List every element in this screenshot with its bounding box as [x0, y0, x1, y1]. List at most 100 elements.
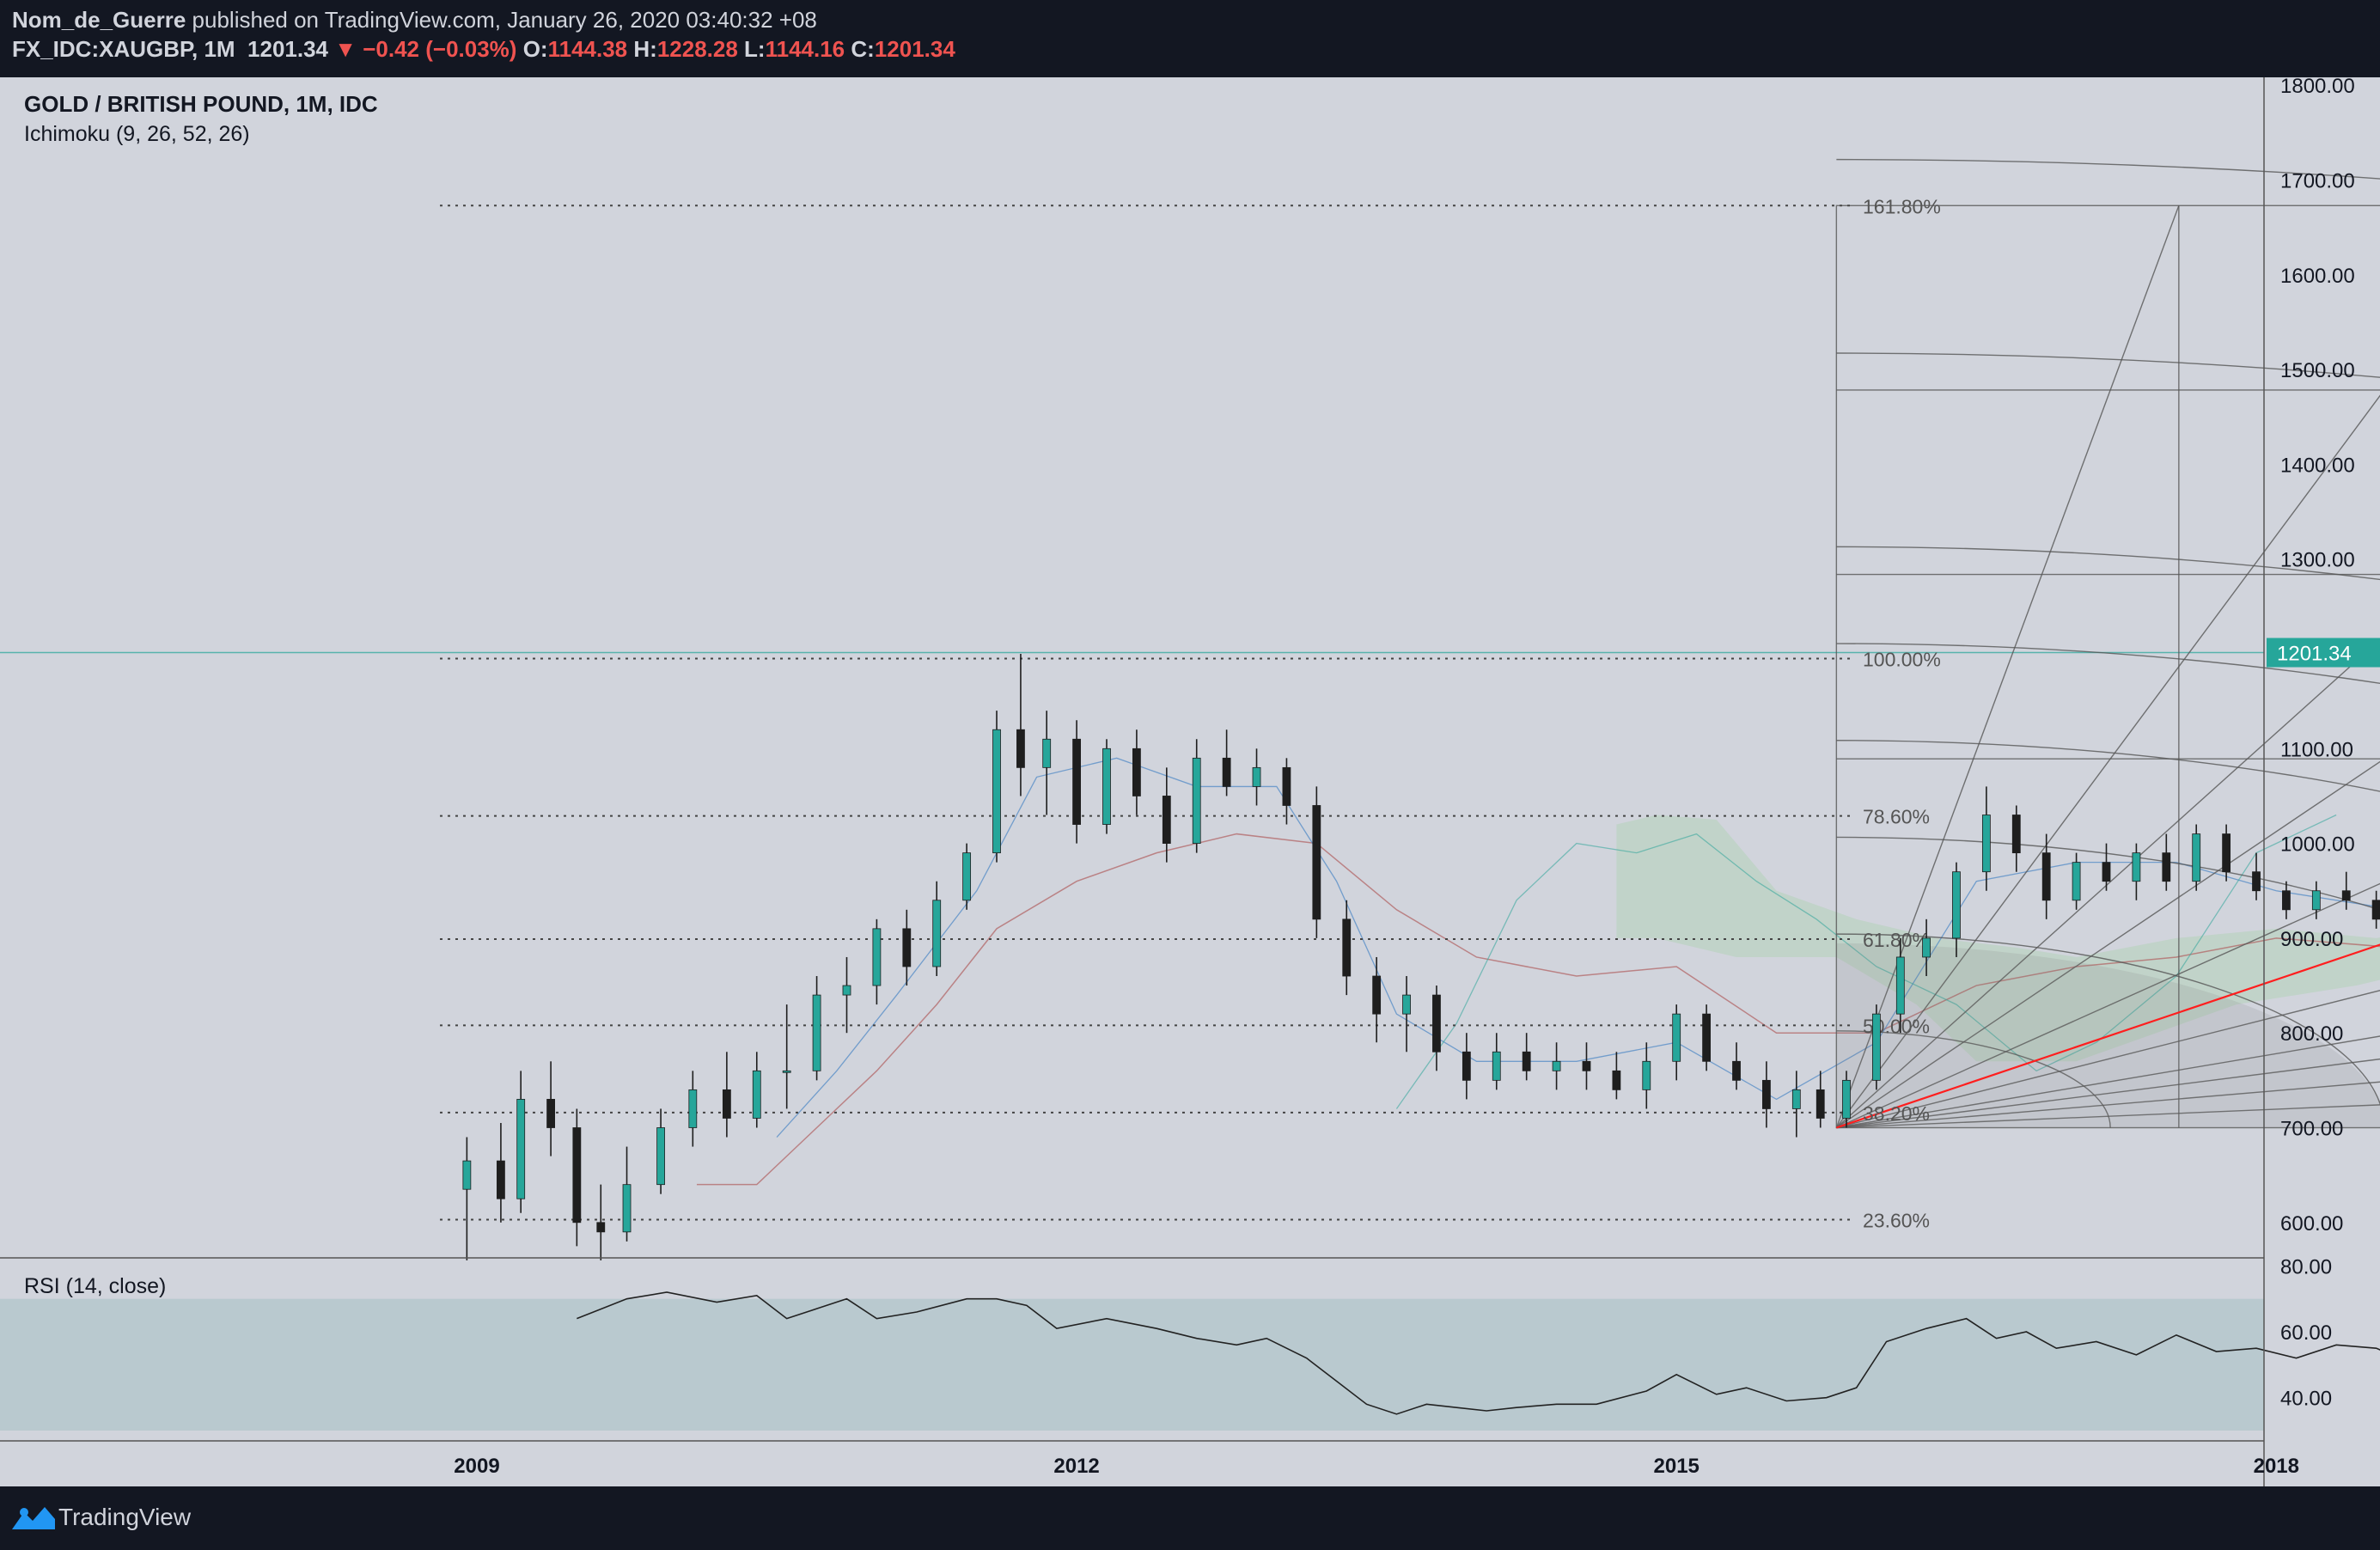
candle-body-21: [1072, 738, 1081, 825]
candle-body-50: [1922, 937, 1931, 958]
chart-header: Nom_de_Guerre published on TradingView.c…: [0, 0, 2380, 77]
gann-arc-4: [1836, 643, 2380, 685]
candle-body-39: [1612, 1070, 1621, 1090]
fib-level-label-1: 100.00%: [1863, 649, 1941, 671]
candle-body-23: [1132, 748, 1141, 796]
price-tick-label-6: 1100.00: [2280, 738, 2353, 761]
time-tick-label-0: 2009: [454, 1455, 499, 1478]
candle-body-19: [1016, 729, 1025, 768]
candle-body-47: [1842, 1079, 1851, 1119]
candle-body-43: [1732, 1060, 1741, 1081]
candle-body-49: [1895, 956, 1905, 1015]
candle-body-34: [1462, 1051, 1471, 1081]
candle-body-64: [2341, 890, 2351, 901]
gann-fan-1: [1835, 394, 2380, 1128]
candle-body-37: [1552, 1060, 1561, 1071]
time-tick-label-3: 2018: [2254, 1455, 2299, 1478]
candle-body-27: [1252, 766, 1261, 787]
candle-body-60: [2222, 833, 2231, 873]
candle-body-45: [1791, 1089, 1801, 1109]
candle-body-55: [2072, 862, 2081, 901]
open-label: O:: [522, 36, 548, 62]
price-change: −0.42 (−0.03%): [363, 36, 517, 62]
candle-body-62: [2282, 890, 2291, 911]
candle-body-25: [1192, 757, 1201, 845]
gann-arc-3: [1836, 740, 2380, 792]
fib-level-label-5: 38.20%: [1863, 1102, 1930, 1125]
price-chart[interactable]: 161.80%100.00%78.60%61.80%50.00%38.20%23…: [0, 77, 2380, 1486]
price-tick-label-8: 900.00: [2280, 928, 2343, 951]
candle-body-3: [546, 1099, 555, 1128]
candle-body-11: [782, 1070, 791, 1073]
low-label: L:: [744, 36, 766, 62]
price-tick-label-7: 1000.00: [2280, 833, 2355, 857]
candle-body-32: [1402, 994, 1411, 1015]
candle-body-17: [962, 852, 972, 901]
price-tick-label-9: 800.00: [2280, 1022, 2343, 1046]
author-name[interactable]: Nom_de_Guerre: [12, 7, 186, 33]
candle-body-8: [688, 1089, 698, 1128]
candle-body-16: [932, 900, 942, 967]
rsi-tick-label-1: 60.00: [2280, 1321, 2332, 1345]
time-tick-label-2: 2015: [1654, 1455, 1700, 1478]
chikou-line: [1395, 814, 2337, 1109]
gann-fan-3: [1835, 760, 2380, 1129]
candle-body-24: [1162, 796, 1171, 845]
candle-body-0: [462, 1160, 472, 1190]
last-price-badge: [2267, 638, 2380, 668]
symbol-label[interactable]: FX_IDC:XAUGBP, 1M: [12, 36, 235, 62]
tradingview-brand[interactable]: TradingView: [58, 1504, 192, 1530]
indicator-label[interactable]: Ichimoku (9, 26, 52, 26): [24, 122, 250, 146]
candle-body-20: [1042, 738, 1052, 768]
candle-body-63: [2311, 890, 2321, 911]
rsi-label[interactable]: RSI (14, close): [24, 1274, 166, 1298]
gann-arc-2: [1836, 836, 2380, 911]
candle-body-61: [2252, 871, 2261, 892]
candle-body-53: [2011, 815, 2021, 854]
gann-fan-6: [1836, 1035, 2380, 1129]
price-tick-label-2: 1600.00: [2280, 265, 2355, 288]
candle-body-65: [2371, 900, 2380, 920]
candle-body-12: [812, 994, 821, 1071]
candle-body-48: [1871, 1013, 1881, 1081]
candle-body-56: [2102, 862, 2111, 882]
fib-level-label-3: 61.80%: [1863, 929, 1930, 951]
open-value: 1144.38: [547, 36, 628, 62]
price-tick-label-4: 1400.00: [2280, 454, 2355, 477]
price-tick-label-10: 700.00: [2280, 1118, 2343, 1141]
fib-level-label-0: 161.80%: [1863, 195, 1941, 217]
candle-body-31: [1372, 975, 1382, 1015]
candle-body-5: [596, 1222, 606, 1233]
candle-body-40: [1642, 1060, 1651, 1090]
candle-body-7: [656, 1127, 665, 1186]
candle-body-44: [1762, 1079, 1771, 1109]
candle-body-30: [1342, 918, 1352, 977]
candle-body-10: [752, 1070, 761, 1119]
rsi-band: [0, 1298, 2264, 1431]
price-tick-label-3: 1500.00: [2280, 359, 2355, 382]
gann-fan-7: [1836, 1058, 2380, 1129]
candle-body-54: [2041, 852, 2051, 901]
candle-body-46: [1816, 1089, 1825, 1119]
ichimoku-cloud: [1616, 815, 2380, 1062]
candle-body-26: [1222, 757, 1231, 787]
candle-body-9: [722, 1089, 731, 1119]
candle-body-35: [1492, 1051, 1501, 1081]
candle-body-15: [902, 928, 912, 967]
footer: TradingView: [0, 1486, 2380, 1550]
candle-body-41: [1672, 1013, 1681, 1062]
rsi-line: [577, 1291, 2380, 1415]
candle-body-14: [872, 928, 882, 986]
candle-body-59: [2192, 833, 2201, 882]
gann-box-frame: [1835, 204, 2380, 1129]
gann-main-diagonal: [1836, 943, 2380, 1129]
gann-fan-9: [1836, 1104, 2380, 1129]
candle-body-42: [1702, 1013, 1712, 1062]
last-price-badge-label: 1201.34: [2277, 643, 2352, 666]
candle-body-1: [497, 1160, 505, 1199]
tradingview-logo-icon[interactable]: [10, 1504, 57, 1533]
price-tick-label-5: 1300.00: [2280, 549, 2355, 572]
rsi-tick-label-0: 80.00: [2280, 1255, 2332, 1278]
candle-body-57: [2132, 852, 2141, 882]
fib-level-label-6: 23.60%: [1863, 1209, 1930, 1231]
